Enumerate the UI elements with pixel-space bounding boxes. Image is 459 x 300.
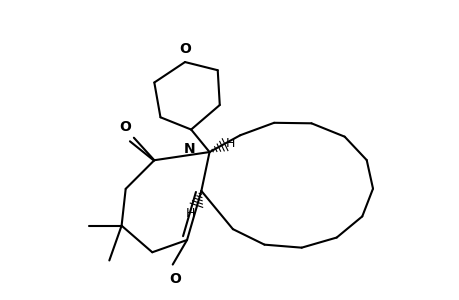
Text: O: O [168,272,180,286]
Text: O: O [119,121,130,134]
Text: O: O [179,42,190,56]
Text: H: H [185,207,195,220]
Text: H: H [225,136,235,149]
Text: N: N [183,142,195,156]
